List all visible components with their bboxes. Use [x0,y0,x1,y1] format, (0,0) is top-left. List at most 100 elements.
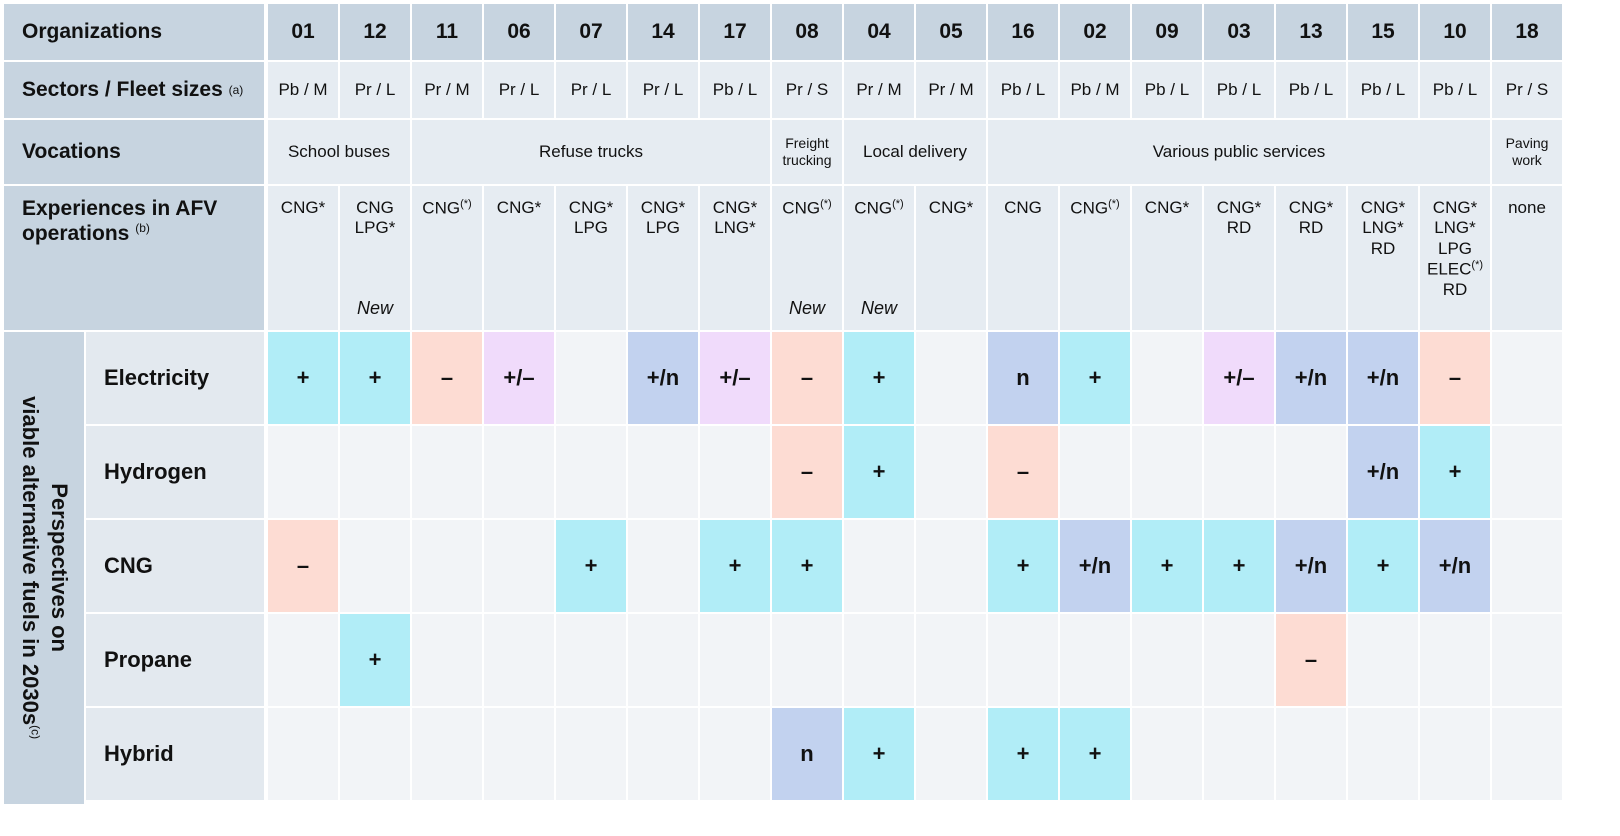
rating-cell [1060,426,1130,518]
org-header-16: 16 [988,4,1058,60]
experience-line: CNG(*) [854,198,904,218]
sector-cell: Pr / L [628,62,698,118]
org-header-11: 11 [412,4,482,60]
rating-cell [916,708,986,800]
sector-cell: Pr / S [1492,62,1562,118]
rating-cell [700,426,770,518]
sector-text: Pb / L [1360,79,1406,99]
rating-cell [628,520,698,612]
rating-value: +/– [503,364,535,390]
sector-cell: Pr / L [340,62,410,118]
rating-value: +/n [1366,458,1400,484]
fuel-label-text: Electricity [104,364,210,390]
org-header-08: 08 [772,4,842,60]
experience-line: CNG* [1144,198,1190,217]
org-header-15: 15 [1348,4,1418,60]
experience-line: CNG(*) [422,198,472,218]
rating-value: + [368,646,382,672]
experience-line: CNG(*) [1070,198,1120,218]
org-header-text: 04 [867,20,891,44]
vocation-text: Refuse trucks [539,141,643,161]
experiences-header: Experiences in AFV operations (b) [4,186,264,330]
sector-cell: Pb / L [1132,62,1202,118]
sector-cell: Pb / M [268,62,338,118]
experience-line: RD [1442,280,1468,300]
rating-cell [916,332,986,424]
experience-line: RD [1226,218,1252,238]
rating-cell [1204,614,1274,706]
experience-cell: none [1492,186,1562,330]
rating-cell [556,332,626,424]
rating-cell: n [772,708,842,800]
org-header-text: 07 [579,20,603,44]
rating-cell [484,708,554,800]
vocation-cell: Various public services [988,120,1490,184]
rating-value: – [296,552,310,578]
sector-text: Pb / L [712,79,758,99]
rating-cell: + [1348,520,1418,612]
fuel-label-text: Propane [104,646,193,672]
sector-cell: Pb / L [1204,62,1274,118]
rating-cell [268,708,338,800]
rating-cell [484,614,554,706]
experience-line: CNG* [568,198,614,217]
experience-cell: CNG* [916,186,986,330]
experience-cell: CNG* [1132,186,1202,330]
experience-cell: CNG* LNG* [700,186,770,330]
rating-cell [412,520,482,612]
vocation-cell: Freight trucking [772,120,842,184]
rating-cell: + [844,708,914,800]
rating-value: + [872,364,886,390]
rating-cell [1276,426,1346,518]
sector-text: Pb / L [1216,79,1262,99]
sector-text: Pr / L [354,79,396,99]
experience-line: CNG(*) [782,198,832,218]
org-header-text: 11 [435,20,459,44]
rating-cell: +/n [628,332,698,424]
org-header-14: 14 [628,4,698,60]
rating-cell [556,426,626,518]
org-header-04: 04 [844,4,914,60]
experience-cell: CNG* LNG* RD [1348,186,1418,330]
experience-line: LPG [1437,238,1473,258]
sector-text: Pb / L [1432,79,1478,99]
rating-cell [1204,426,1274,518]
org-header-text: 02 [1083,20,1107,44]
experience-line: LNG* [714,218,756,238]
sectors-header-note: (a) [228,82,244,97]
rating-value: + [1016,740,1030,766]
rating-cell [1492,332,1562,424]
experience-line: ELEC(*) [1426,259,1484,279]
sector-cell: Pb / L [1348,62,1418,118]
rating-value: + [1088,740,1102,766]
sector-text: Pb / M [278,79,328,99]
rating-cell [916,426,986,518]
rating-cell [412,426,482,518]
organizations-header-text: Organizations [22,20,163,44]
fuel-label-cng: CNG [86,520,264,612]
experience-line: CNG* [712,198,758,217]
rating-value: – [440,364,454,390]
rating-cell: +/– [1204,332,1274,424]
rating-value: +/– [719,364,751,390]
sector-cell: Pr / S [772,62,842,118]
rating-value: + [584,552,598,578]
org-header-text: 09 [1155,20,1179,44]
rating-cell [1204,708,1274,800]
sector-text: Pr / L [642,79,684,99]
rating-cell: + [1132,520,1202,612]
experiences-header-note: (b) [135,221,150,236]
experience-cell: CNG* RD [1276,186,1346,330]
org-header-text: 08 [795,20,819,44]
rating-cell: + [556,520,626,612]
rating-cell: + [1204,520,1274,612]
rating-cell: + [844,426,914,518]
vocation-cell: Local delivery [844,120,986,184]
rating-value: n [1016,364,1030,390]
rating-cell: +/– [700,332,770,424]
rating-cell [700,614,770,706]
rating-cell [1348,708,1418,800]
rating-cell [340,708,410,800]
sector-text: Pb / M [1070,79,1120,99]
rating-cell [628,614,698,706]
